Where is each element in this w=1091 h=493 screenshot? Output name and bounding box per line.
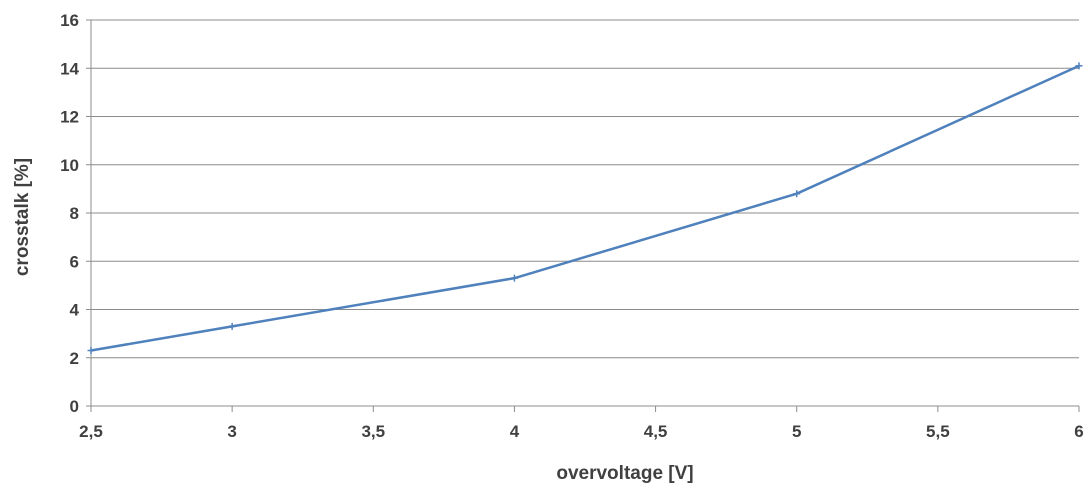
- series-group: [87, 62, 1083, 355]
- series-line: [90, 64, 1080, 352]
- x-tick-label: 3: [227, 422, 236, 441]
- y-axis-title: crosstalk [%]: [12, 158, 33, 276]
- axes: [86, 19, 1080, 412]
- y-tick-label: 14: [60, 59, 79, 78]
- data-point: [1075, 62, 1083, 70]
- x-axis-title: overvoltage [V]: [556, 463, 693, 484]
- y-tick-labels: 0 2 4 6 8 10 12 14 16: [60, 11, 79, 416]
- x-tick-label: 5,5: [926, 422, 950, 441]
- data-point: [510, 274, 518, 282]
- x-tick-label: 6: [1074, 422, 1083, 441]
- data-point: [87, 347, 95, 355]
- data-point: [793, 190, 801, 198]
- y-tick-label: 12: [60, 108, 79, 127]
- y-tick-label: 10: [60, 156, 79, 175]
- x-tick-label: 4,5: [644, 422, 668, 441]
- x-tick-labels: 2,5 3 3,5 4 4,5 5 5,5 6: [79, 422, 1084, 441]
- y-tick-label: 2: [70, 349, 79, 368]
- gridlines: [91, 19, 1079, 359]
- y-tick-label: 16: [60, 11, 79, 30]
- x-tick-label: 5: [792, 422, 801, 441]
- y-tick-label: 0: [70, 397, 79, 416]
- y-tick-label: 6: [70, 252, 79, 271]
- y-tick-label: 4: [70, 301, 80, 320]
- x-tick-label: 3,5: [361, 422, 385, 441]
- data-point: [228, 322, 236, 330]
- x-tick-label: 2,5: [79, 422, 103, 441]
- y-tick-label: 8: [70, 204, 79, 223]
- x-tick-label: 4: [510, 422, 520, 441]
